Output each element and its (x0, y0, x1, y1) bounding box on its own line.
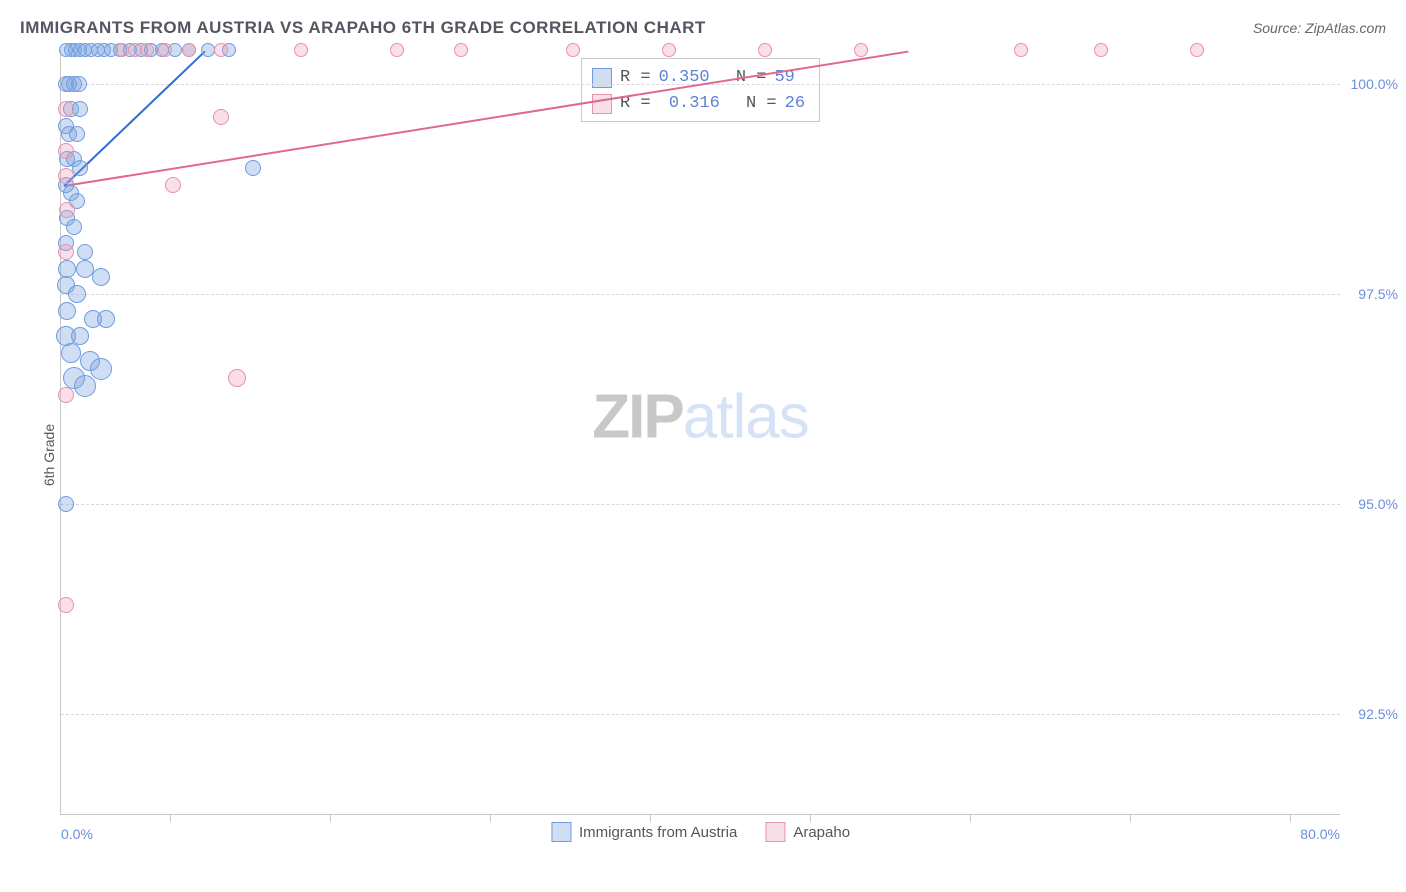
point-blue (97, 310, 115, 328)
y-tick-label: 95.0% (1358, 496, 1398, 512)
x-tick (650, 814, 651, 822)
point-pink (214, 43, 228, 57)
n-prefix: N = (746, 91, 777, 117)
point-pink (213, 109, 229, 125)
r-value-pink: 0.316 (659, 91, 720, 117)
point-blue (58, 260, 76, 278)
y-axis-label: 6th Grade (41, 424, 57, 486)
point-blue (92, 268, 110, 286)
point-pink (58, 597, 74, 613)
point-pink (1190, 43, 1204, 57)
legend-row-blue: R = 0.350 N = 59 (592, 65, 805, 91)
chart-title: IMMIGRANTS FROM AUSTRIA VS ARAPAHO 6TH G… (20, 18, 706, 38)
point-pink (454, 43, 468, 57)
point-blue (66, 219, 82, 235)
legend-item-pink: Arapaho (765, 822, 850, 842)
point-blue (58, 302, 76, 320)
point-blue (61, 343, 81, 363)
gridline (61, 294, 1340, 295)
n-value-pink: 26 (785, 91, 805, 117)
x-tick (330, 814, 331, 822)
point-pink (182, 43, 196, 57)
correlation-legend: R = 0.350 N = 59 R = 0.316 N = 26 (581, 58, 820, 122)
swatch-pink (592, 94, 612, 114)
point-pink (58, 143, 74, 159)
point-blue (68, 285, 86, 303)
point-blue (69, 126, 85, 142)
point-blue (72, 101, 88, 117)
point-pink (854, 43, 868, 57)
x-tick (1290, 814, 1291, 822)
x-tick-max: 80.0% (1300, 826, 1340, 842)
x-tick (970, 814, 971, 822)
source-attribution: Source: ZipAtlas.com (1253, 20, 1386, 36)
gridline (61, 504, 1340, 505)
x-tick (170, 814, 171, 822)
swatch-pink (765, 822, 785, 842)
y-tick-label: 97.5% (1358, 286, 1398, 302)
point-blue (58, 496, 74, 512)
point-pink (58, 168, 74, 184)
point-pink (228, 369, 246, 387)
point-pink (59, 202, 75, 218)
point-pink (158, 43, 172, 57)
watermark-bold: ZIP (592, 382, 682, 451)
plot-area: ZIPatlas R = 0.350 N = 59 R = 0.316 N = … (60, 50, 1340, 815)
watermark: ZIPatlas (592, 381, 808, 452)
point-blue (77, 244, 93, 260)
legend-item-blue: Immigrants from Austria (551, 822, 737, 842)
x-tick (810, 814, 811, 822)
point-blue (74, 375, 96, 397)
point-pink (1094, 43, 1108, 57)
point-pink (58, 244, 74, 260)
gridline (61, 714, 1340, 715)
y-tick-label: 100.0% (1351, 76, 1398, 92)
x-tick (490, 814, 491, 822)
swatch-blue (551, 822, 571, 842)
point-pink (140, 43, 154, 57)
x-tick (1130, 814, 1131, 822)
point-pink (662, 43, 676, 57)
point-blue (71, 327, 89, 345)
r-prefix: R = (620, 65, 651, 91)
point-pink (294, 43, 308, 57)
plot-container: 6th Grade ZIPatlas R = 0.350 N = 59 R = … (20, 50, 1386, 860)
x-tick-min: 0.0% (61, 826, 93, 842)
legend-label-blue: Immigrants from Austria (579, 824, 737, 841)
point-pink (58, 387, 74, 403)
point-blue (71, 76, 87, 92)
swatch-blue (592, 68, 612, 88)
point-pink (58, 101, 74, 117)
point-pink (390, 43, 404, 57)
watermark-light: atlas (683, 382, 809, 451)
point-blue (245, 160, 261, 176)
point-blue (90, 358, 112, 380)
point-pink (566, 43, 580, 57)
point-pink (1014, 43, 1028, 57)
point-pink (165, 177, 181, 193)
legend-label-pink: Arapaho (793, 824, 850, 841)
point-blue (72, 160, 88, 176)
y-tick-label: 92.5% (1358, 706, 1398, 722)
series-legend: Immigrants from Austria Arapaho (551, 822, 850, 842)
point-pink (758, 43, 772, 57)
